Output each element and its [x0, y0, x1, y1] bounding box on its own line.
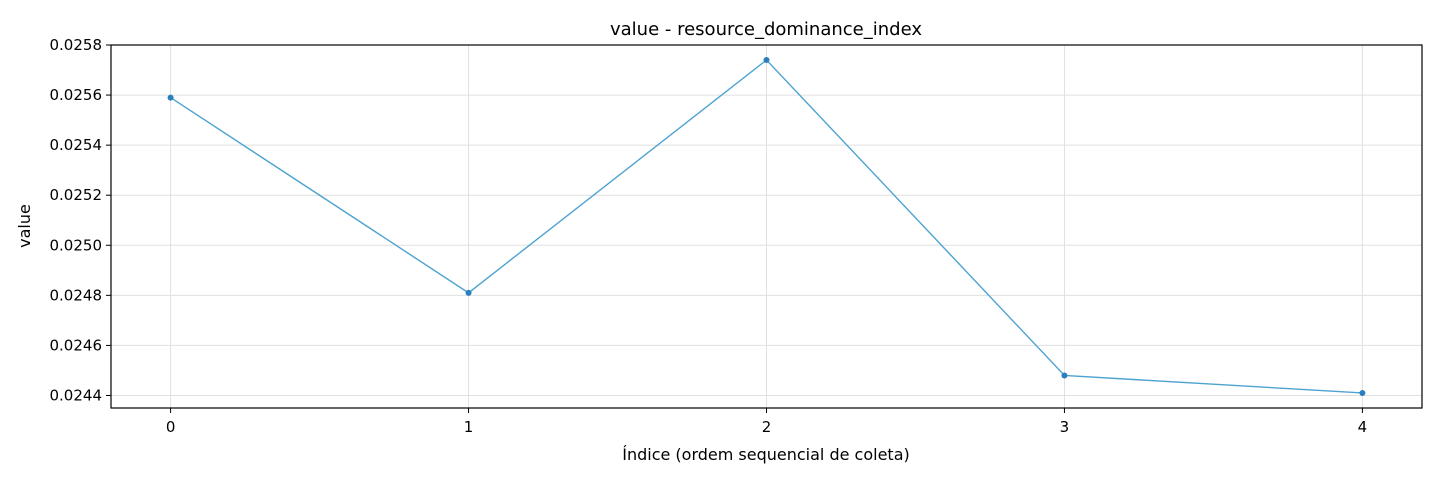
x-axis: 0 1 2 3 4	[166, 408, 1367, 436]
y-axis-label: value	[15, 204, 34, 248]
y-tick-label: 0.0258	[50, 36, 103, 54]
x-tick-label: 0	[166, 418, 176, 436]
chart-title: value - resource_dominance_index	[610, 19, 922, 40]
y-tick-label: 0.0248	[50, 286, 103, 304]
data-point	[465, 289, 472, 296]
x-tick-label: 4	[1358, 418, 1368, 436]
grid-lines	[111, 44, 1422, 408]
y-axis: 0.0244 0.0246 0.0248 0.0250 0.0252 0.0254 0.02…	[50, 36, 111, 404]
data-point	[763, 57, 770, 64]
data-point	[1359, 389, 1366, 396]
x-tick-label: 3	[1060, 418, 1070, 436]
y-tick-label: 0.0250	[50, 236, 103, 254]
y-tick-label: 0.0254	[50, 136, 103, 154]
x-tick-label: 1	[464, 418, 474, 436]
data-point	[1061, 372, 1068, 379]
y-tick-label: 0.0246	[50, 336, 103, 354]
y-tick-label: 0.0244	[50, 386, 103, 404]
x-tick-label: 2	[762, 418, 772, 436]
data-point	[167, 94, 174, 101]
series-layer	[167, 57, 1366, 396]
x-axis-label: Índice (ordem sequencial de coleta)	[622, 445, 910, 464]
y-tick-label: 0.0256	[50, 86, 103, 104]
y-tick-label: 0.0252	[50, 186, 103, 204]
